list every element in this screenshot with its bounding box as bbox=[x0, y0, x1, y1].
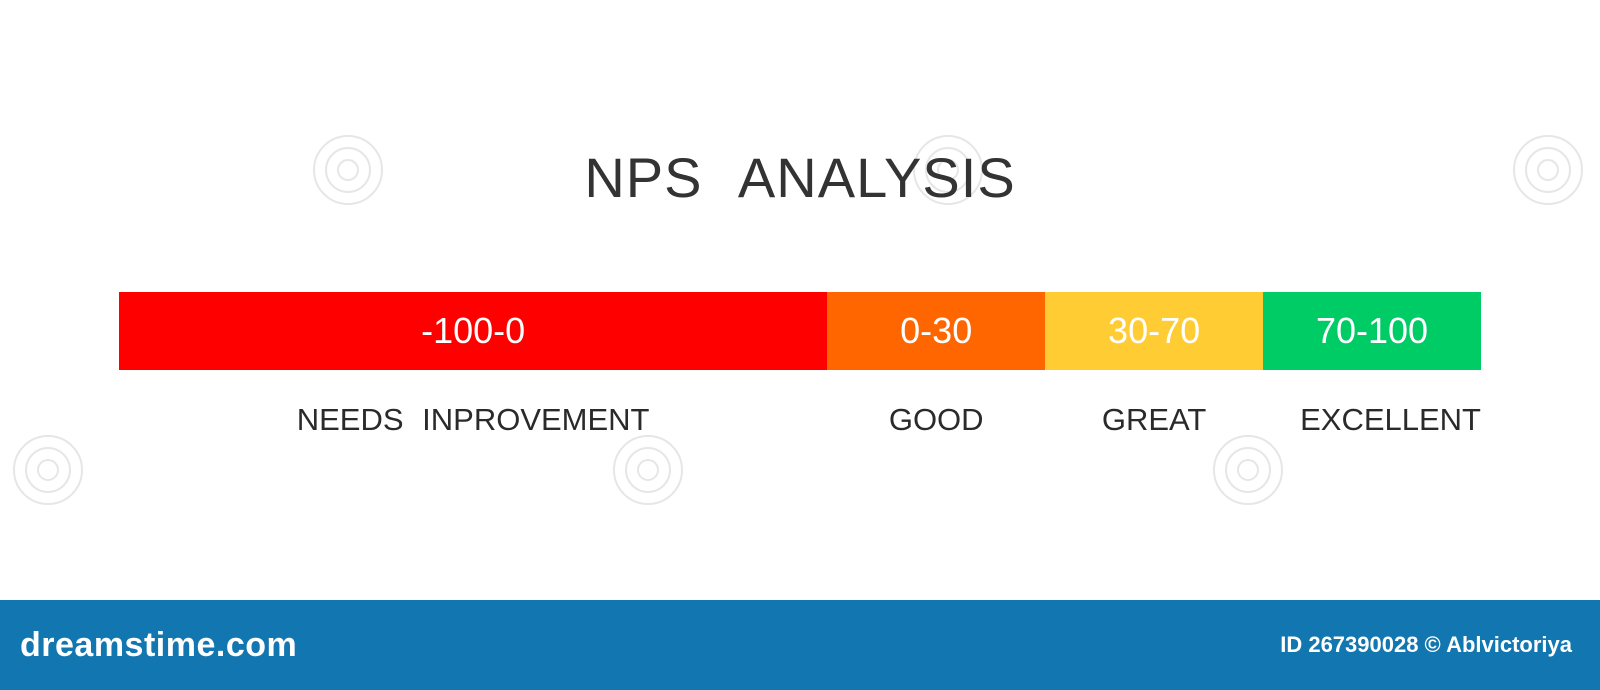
segment-needs-improvement: -100-0 bbox=[119, 292, 828, 370]
nps-scale-bar: -100-0 0-30 30-70 70-100 bbox=[119, 292, 1481, 370]
segment-good: 0-30 bbox=[827, 292, 1046, 370]
segment-labels: NEEDS INPROVEMENT GOOD GREAT EXCELLENT bbox=[119, 404, 1481, 444]
label-great: GREAT bbox=[1101, 402, 1207, 437]
dreamstime-logo[interactable]: dreamstime.com bbox=[20, 626, 298, 664]
segment-excellent: 70-100 bbox=[1263, 292, 1481, 370]
segment-range-needs-improvement: -100-0 bbox=[421, 310, 526, 351]
page-title: NPS ANALYSIS bbox=[584, 146, 1016, 209]
segment-range-great: 30-70 bbox=[1108, 310, 1201, 351]
segment-range-excellent: 70-100 bbox=[1315, 310, 1429, 351]
segment-range-good: 0-30 bbox=[900, 310, 973, 351]
footer-banner: dreamstime.com ID 267390028 © Ablvictori… bbox=[0, 600, 1600, 690]
label-needs-improvement: NEEDS INPROVEMENT bbox=[296, 402, 650, 437]
label-excellent: EXCELLENT bbox=[1300, 402, 1481, 437]
image-credit: ID 267390028 © Ablvictoriya bbox=[1280, 632, 1572, 657]
label-good: GOOD bbox=[888, 402, 984, 437]
segment-great: 30-70 bbox=[1045, 292, 1264, 370]
